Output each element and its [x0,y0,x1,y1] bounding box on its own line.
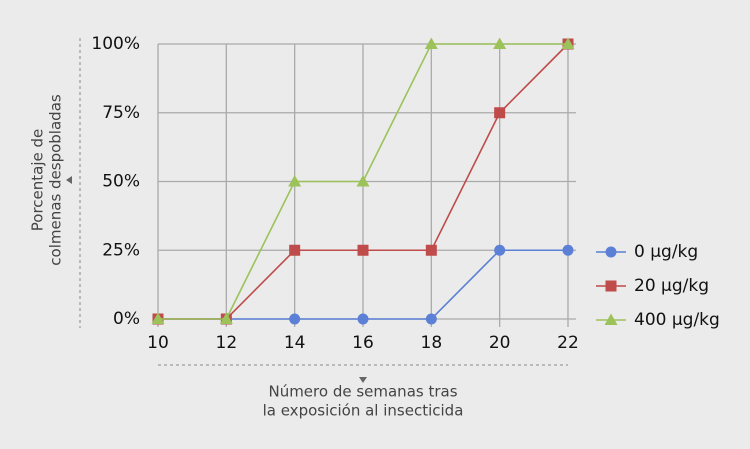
legend-marker [605,246,617,258]
x-tick-label: 12 [216,333,238,353]
legend-label: 20 µg/kg [634,276,709,296]
marker [493,37,507,49]
x-tick-label: 22 [557,333,579,353]
y-axis-arrow [66,176,72,184]
y-axis-label: Porcentaje de [29,129,47,232]
marker [219,312,233,324]
marker [289,244,301,256]
x-axis-label: la exposición al insecticida [263,402,464,420]
y-axis-label: colmenas despobladas [47,94,65,266]
marker [356,175,370,187]
marker [494,107,506,119]
marker [151,312,165,324]
legend-label: 400 µg/kg [634,310,720,330]
y-tick-label: 0% [113,309,140,329]
marker [562,244,574,256]
y-tick-label: 100% [91,34,140,54]
legend-marker [604,313,618,325]
x-tick-label: 18 [421,333,443,353]
marker [425,244,437,256]
legend-marker [605,280,617,292]
x-tick-label: 10 [147,333,169,353]
y-tick-label: 75% [102,103,140,123]
marker [357,244,369,256]
marker [289,313,301,325]
y-tick-label: 50% [102,172,140,192]
marker [494,244,506,256]
x-axis-label: Número de semanas tras [268,383,457,401]
x-axis-arrow [359,377,367,383]
marker [357,313,369,325]
marker [424,37,438,49]
marker [425,313,437,325]
legend-label: 0 µg/kg [634,242,698,262]
x-tick-label: 14 [284,333,306,353]
marker [561,37,575,49]
y-tick-label: 25% [102,240,140,260]
x-tick-label: 20 [489,333,511,353]
marker [288,175,302,187]
x-tick-label: 16 [352,333,374,353]
